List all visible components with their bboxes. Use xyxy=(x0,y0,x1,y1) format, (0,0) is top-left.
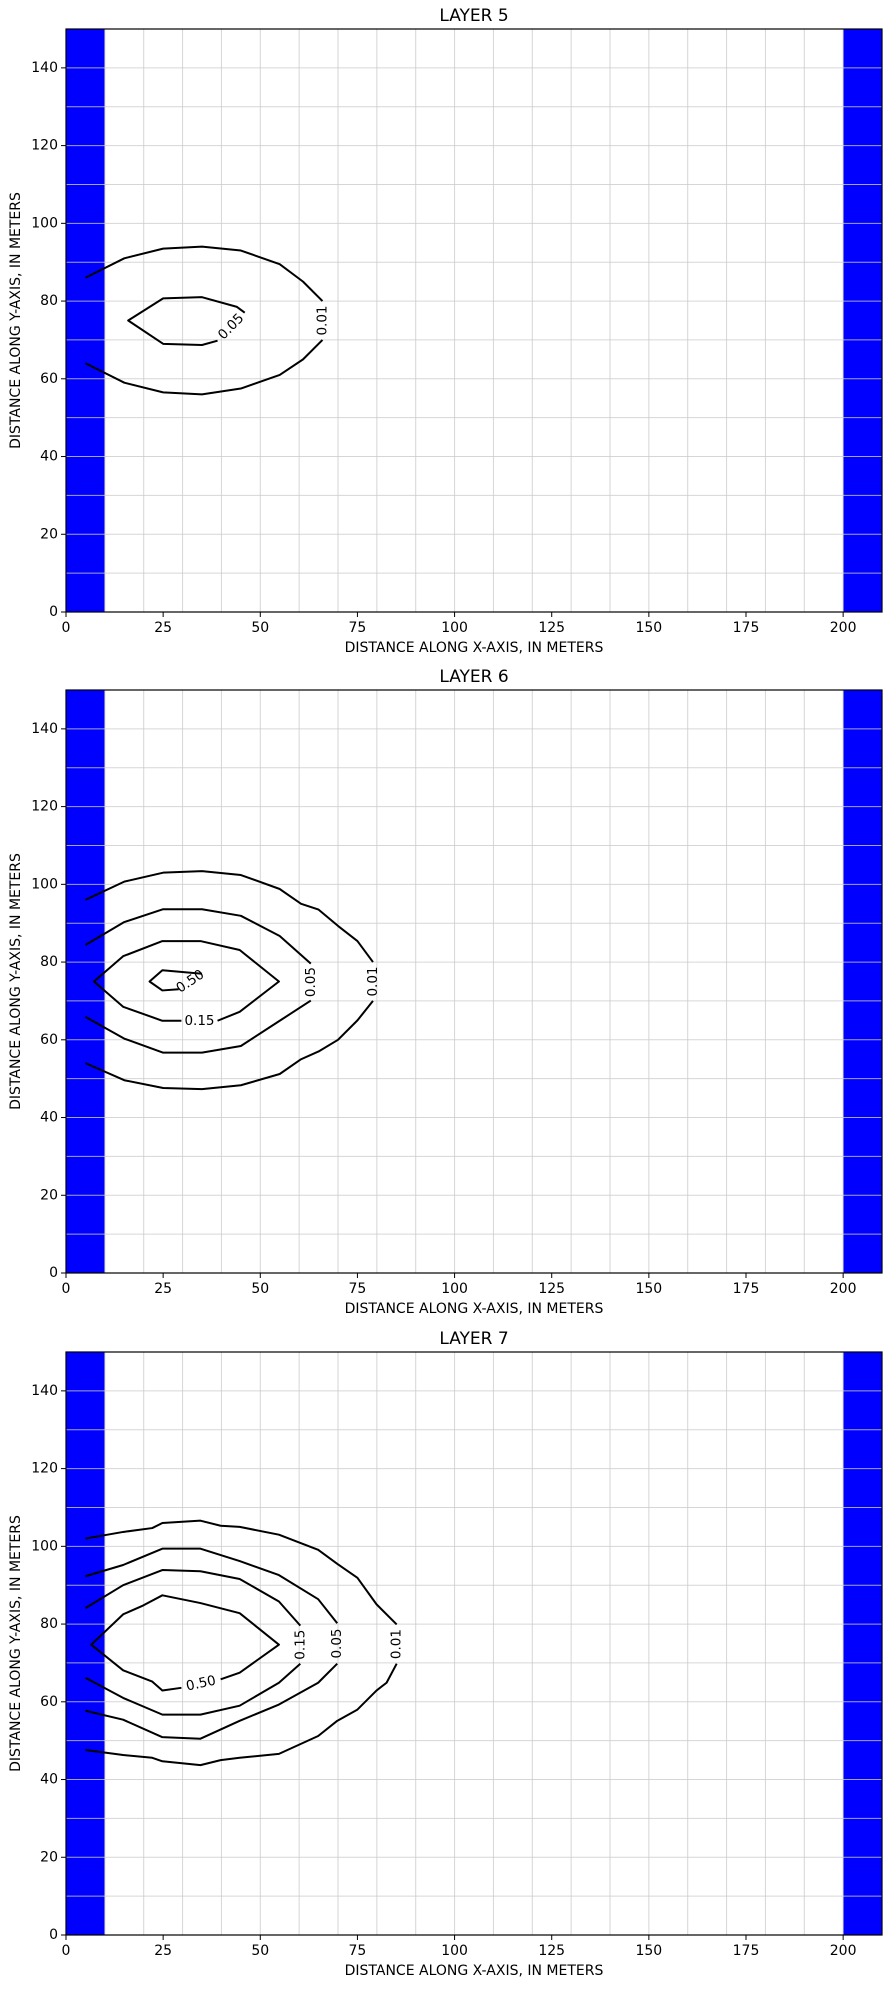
y-tick-label: 40 xyxy=(40,1772,58,1788)
y-tick-label: 140 xyxy=(31,1383,58,1399)
contour-label: 0.50 xyxy=(185,1673,218,1695)
y-tick-label: 120 xyxy=(31,1461,58,1477)
subplot-title: LAYER 5 xyxy=(439,6,508,26)
x-axis-label: DISTANCE ALONG X-AXIS, IN METERS xyxy=(345,1301,604,1317)
contour-line xyxy=(84,908,312,1054)
x-tick-label: 175 xyxy=(733,620,760,636)
y-tick-label: 0 xyxy=(49,1927,58,1943)
subplot-title: LAYER 7 xyxy=(439,1329,508,1349)
x-axis-label: DISTANCE ALONG X-AXIS, IN METERS xyxy=(345,1963,604,1979)
contour-label: 0.15 xyxy=(292,1630,308,1660)
subplot: 0.01 0.05 0.15 0.50 0 25 50 75 100 125 150 175 200 0 2… xyxy=(8,1329,883,1979)
constant-head-region xyxy=(66,29,105,612)
constant-head-region xyxy=(66,1352,105,1935)
y-tick-label: 120 xyxy=(31,799,58,815)
y-tick-label: 0 xyxy=(49,1265,58,1281)
x-tick-label: 175 xyxy=(733,1281,760,1297)
x-tick-label: 0 xyxy=(62,620,71,636)
y-tick-label: 40 xyxy=(40,449,58,465)
x-axis-label: DISTANCE ALONG X-AXIS, IN METERS xyxy=(345,640,604,656)
contour-label: 0.01 xyxy=(389,1629,405,1659)
contour-line xyxy=(85,1519,398,1767)
y-tick-label: 100 xyxy=(31,215,58,231)
x-tick-label: 75 xyxy=(349,1943,367,1959)
y-axis-label: DISTANCE ALONG Y-AXIS, IN METERS xyxy=(8,1515,24,1772)
contour-label: 0.01 xyxy=(365,966,381,996)
x-tick-label: 25 xyxy=(154,1943,172,1959)
y-tick-label: 80 xyxy=(40,1616,58,1632)
contour-line xyxy=(84,1569,302,1716)
constant-head-region xyxy=(66,690,105,1273)
contour-label: 0.05 xyxy=(329,1628,345,1658)
y-tick-label: 20 xyxy=(40,526,58,542)
y-tick-label: 140 xyxy=(31,721,58,737)
y-tick-label: 20 xyxy=(40,1187,58,1203)
x-tick-label: 50 xyxy=(251,1943,269,1959)
x-tick-label: 200 xyxy=(830,1943,857,1959)
x-tick-label: 125 xyxy=(538,1943,565,1959)
y-tick-label: 80 xyxy=(40,293,58,309)
contour-line xyxy=(85,1547,339,1740)
contour-line xyxy=(92,940,280,1022)
contour-label: 0.05 xyxy=(303,967,319,997)
y-axis-label: DISTANCE ALONG Y-AXIS, IN METERS xyxy=(8,192,24,449)
x-tick-label: 100 xyxy=(441,1943,468,1959)
x-tick-label: 150 xyxy=(635,1943,662,1959)
x-tick-label: 50 xyxy=(251,620,269,636)
x-tick-label: 25 xyxy=(154,1281,172,1297)
x-tick-label: 150 xyxy=(635,1281,662,1297)
x-tick-label: 150 xyxy=(635,620,662,636)
contour-label: 0.05 xyxy=(215,310,247,343)
subplot-title: LAYER 6 xyxy=(439,667,508,687)
contour-line xyxy=(90,1594,280,1692)
plot-frame xyxy=(65,689,883,1274)
subplot: 0.01 0.05 0 25 50 75 100 125 150 175 200 0 20 40 60 80 1… xyxy=(8,6,883,656)
y-tick-label: 60 xyxy=(40,1694,58,1710)
x-tick-label: 0 xyxy=(62,1943,71,1959)
y-tick-label: 0 xyxy=(49,604,58,620)
constant-head-region xyxy=(843,690,882,1273)
x-tick-label: 100 xyxy=(441,620,468,636)
x-tick-label: 0 xyxy=(62,1281,71,1297)
y-tick-label: 80 xyxy=(40,954,58,970)
y-tick-label: 60 xyxy=(40,371,58,387)
subplot: 0.010.050.150.500 25 50 75 100 125 150 175 20002… xyxy=(8,667,883,1317)
y-axis-label: DISTANCE ALONG Y-AXIS, IN METERS xyxy=(8,853,24,1110)
x-tick-label: 125 xyxy=(538,1281,565,1297)
contour-label: 0.01 xyxy=(314,305,330,335)
y-tick-label: 100 xyxy=(31,876,58,892)
contour-line xyxy=(84,245,324,396)
x-tick-label: 125 xyxy=(538,620,565,636)
x-tick-label: 100 xyxy=(441,1281,468,1297)
contour-line xyxy=(148,969,203,992)
y-tick-label: 140 xyxy=(31,60,58,76)
x-tick-label: 200 xyxy=(830,1281,857,1297)
plot-frame xyxy=(65,1351,883,1936)
y-tick-label: 120 xyxy=(31,138,58,154)
x-tick-label: 75 xyxy=(349,1281,367,1297)
y-tick-label: 60 xyxy=(40,1032,58,1048)
x-tick-label: 175 xyxy=(733,1943,760,1959)
constant-head-region xyxy=(843,29,882,612)
y-tick-label: 40 xyxy=(40,1110,58,1126)
contour-label: 0.15 xyxy=(184,1013,214,1029)
y-tick-label: 100 xyxy=(31,1538,58,1554)
x-tick-label: 50 xyxy=(251,1281,269,1297)
plot-frame xyxy=(65,28,883,613)
constant-head-region xyxy=(843,1352,882,1935)
x-tick-label: 200 xyxy=(830,620,857,636)
contour-line xyxy=(127,296,246,346)
x-tick-label: 75 xyxy=(349,620,367,636)
x-tick-label: 25 xyxy=(154,620,172,636)
contour-line xyxy=(85,870,374,1091)
y-tick-label: 20 xyxy=(40,1849,58,1865)
